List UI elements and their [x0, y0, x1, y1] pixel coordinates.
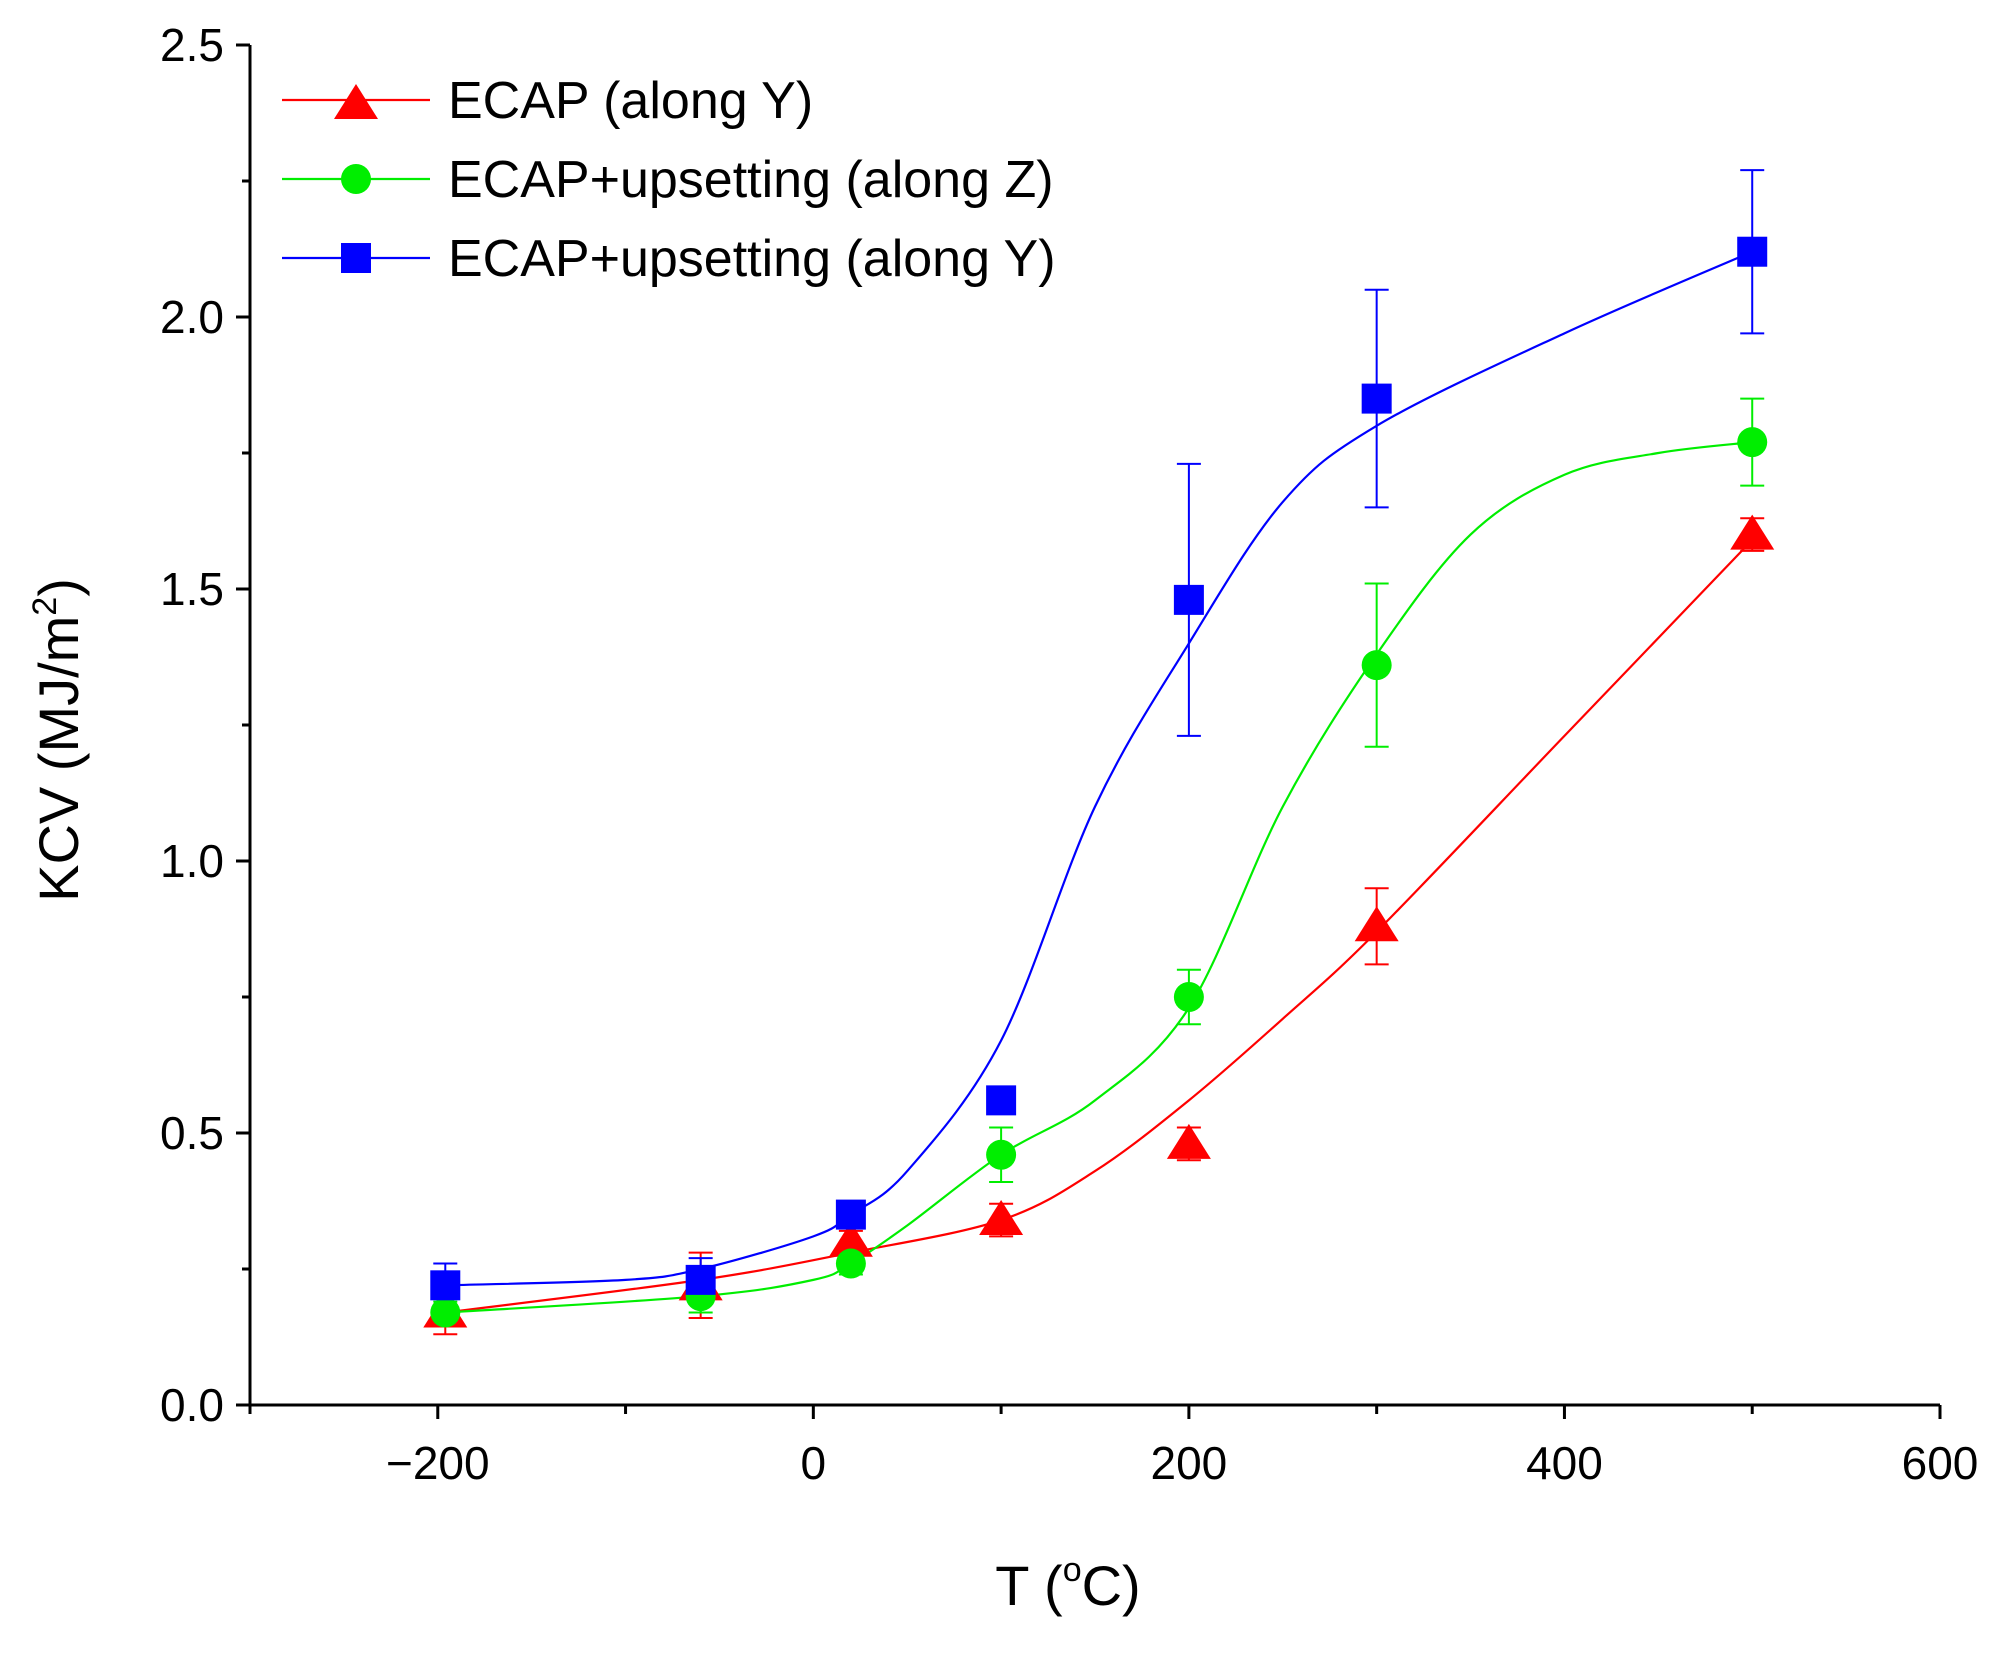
legend-label: ECAP (along Y) — [448, 72, 813, 130]
y-tick-label: 2.5 — [160, 19, 224, 71]
x-tick-label: 0 — [801, 1437, 827, 1489]
data-markers — [423, 236, 1775, 1328]
data-point-series-2 — [1173, 982, 1204, 1012]
y-axis-title-rest: ) — [27, 578, 90, 597]
axes: −200 0 200 400 600 0.0 0.5 1.0 1.5 2.0 2.5 — [160, 19, 1978, 1489]
y-axis-title-superscript: 2 — [26, 597, 64, 616]
legend-marker — [334, 84, 378, 119]
data-point-series-1 — [979, 1200, 1024, 1236]
error-bars — [433, 169, 1765, 1336]
data-point-series-1 — [1166, 1123, 1211, 1159]
y-tick-label: 0.0 — [160, 1379, 224, 1431]
data-point-series-2 — [1361, 650, 1392, 681]
data-point-series-1 — [1354, 906, 1399, 942]
y-tick-label: 1.5 — [160, 563, 224, 615]
legend: ECAP (along Y) ECAP+upsetting (along Z) EC… — [282, 72, 1056, 288]
fit-curve-series-2 — [445, 441, 1753, 1314]
x-tick-label: −200 — [386, 1437, 490, 1489]
data-point-series-3 — [1173, 584, 1204, 615]
legend-entry-1: ECAP (along Y) — [282, 72, 813, 130]
data-point-series-3 — [835, 1199, 866, 1230]
legend-marker — [341, 164, 371, 194]
fit-curves — [445, 250, 1754, 1314]
data-point-series-1 — [828, 1221, 873, 1257]
data-point-series-3 — [986, 1085, 1017, 1116]
x-tick-label: 200 — [1151, 1437, 1228, 1489]
data-point-series-2 — [430, 1297, 461, 1328]
data-point-series-3 — [1737, 236, 1768, 267]
data-point-series-3 — [430, 1270, 461, 1301]
y-tick-label: 2.0 — [160, 291, 224, 343]
legend-label: ECAP+upsetting (along Z) — [448, 151, 1054, 209]
fit-curve-series-3 — [445, 250, 1753, 1287]
data-point-series-3 — [685, 1264, 716, 1295]
x-tick-label: 400 — [1526, 1437, 1603, 1489]
x-axis-title: T (oC) — [995, 1551, 1140, 1617]
legend-entry-2: ECAP+upsetting (along Z) — [282, 151, 1054, 209]
y-tick-label: 1.0 — [160, 835, 224, 887]
legend-entry-3: ECAP+upsetting (along Y) — [282, 230, 1056, 288]
legend-marker — [341, 243, 371, 273]
x-axis-title-main: T ( — [995, 1554, 1063, 1617]
data-point-series-2 — [986, 1139, 1017, 1170]
fit-curve-series-1 — [445, 539, 1754, 1314]
data-point-series-2 — [835, 1248, 866, 1279]
legend-label: ECAP+upsetting (along Y) — [448, 230, 1056, 288]
x-axis-title-rest: C) — [1082, 1554, 1141, 1617]
x-tick-label: 600 — [1902, 1437, 1979, 1489]
data-point-series-3 — [1361, 383, 1392, 414]
y-axis-title: KCV (MJ/m2) — [26, 578, 90, 902]
x-axis-title-superscript: o — [1063, 1551, 1082, 1589]
y-tick-label: 0.5 — [160, 1107, 224, 1159]
data-point-series-1 — [1730, 514, 1775, 550]
y-axis-title-main: KCV (MJ/m — [27, 616, 90, 902]
data-point-series-2 — [1737, 427, 1768, 458]
